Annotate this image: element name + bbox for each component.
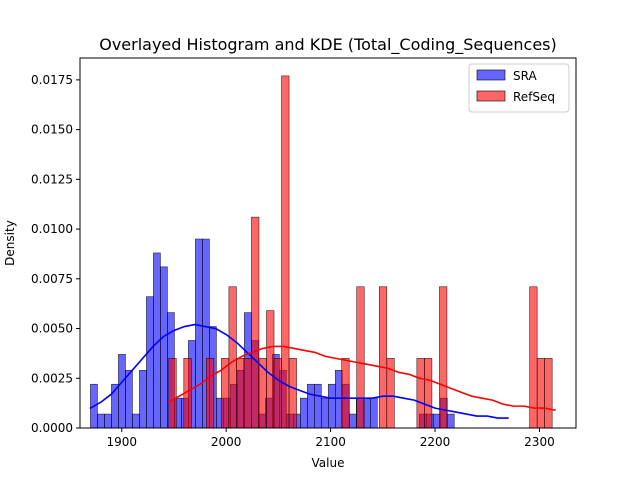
y-tick-label: 0.0000 <box>31 421 73 435</box>
legend-swatch-refseq <box>476 90 506 102</box>
sra-bar <box>139 370 147 429</box>
y-axis-label: Density <box>3 220 17 266</box>
plot-frame <box>79 57 577 429</box>
refseq-bar <box>536 358 545 429</box>
refseq-bar <box>356 286 365 429</box>
sra-bar <box>328 383 336 429</box>
y-tick-label: 0.0025 <box>31 371 73 385</box>
sra-bar <box>125 370 133 429</box>
refseq-bar <box>424 358 433 429</box>
refseq-bar <box>544 358 553 429</box>
y-axis: 0.0000 0.0025 0.0050 0.0075 0.0100 0.0125 0.01… <box>31 73 80 435</box>
refseq-bar <box>288 358 297 429</box>
sra-bar <box>369 397 378 429</box>
refseq-bar <box>439 286 448 429</box>
refseq-bars <box>168 75 553 429</box>
refseq-bar <box>251 216 260 429</box>
sra-bar <box>160 266 168 429</box>
refseq-bar <box>416 358 425 429</box>
sra-bar <box>195 238 203 429</box>
legend: SRA RefSeq <box>468 63 570 113</box>
x-tick-label: 2300 <box>524 435 555 449</box>
refseq-bar <box>341 358 350 429</box>
x-tick-label: 2000 <box>211 435 242 449</box>
refseq-bar <box>378 286 388 429</box>
sra-bar <box>314 383 322 429</box>
legend-swatch-sra <box>476 69 506 81</box>
sra-kde-line <box>89 323 509 419</box>
sra-bar <box>300 397 308 429</box>
sra-bar <box>321 397 329 429</box>
sra-bar <box>104 413 112 429</box>
sra-bar <box>348 413 357 429</box>
refseq-bar <box>281 75 290 429</box>
kde-lines <box>89 323 556 419</box>
y-tick-label: 0.0175 <box>31 73 73 87</box>
refseq-bar <box>206 358 215 429</box>
legend-label-refseq: RefSeq <box>513 90 555 104</box>
sra-bar <box>307 383 315 429</box>
sra-bar <box>118 354 126 429</box>
x-tick-label: 1900 <box>106 435 137 449</box>
refseq-bar <box>243 358 252 429</box>
sra-bar <box>335 370 343 429</box>
y-tick-label: 0.0100 <box>31 222 73 236</box>
refseq-bar <box>168 358 177 429</box>
y-tick-label: 0.0075 <box>31 272 73 286</box>
x-tick-label: 2100 <box>315 435 346 449</box>
y-tick-label: 0.0150 <box>31 123 73 137</box>
chart-title: Overlayed Histogram and KDE (Total_Codin… <box>99 35 557 55</box>
refseq-bar <box>228 286 237 429</box>
refseq-bar <box>236 358 245 429</box>
x-tick-label: 2200 <box>420 435 451 449</box>
sra-bar <box>132 413 140 429</box>
refseq-bar <box>266 310 275 429</box>
y-tick-label: 0.0050 <box>31 322 73 336</box>
y-tick-label: 0.0125 <box>31 172 73 186</box>
sra-bar <box>146 296 154 429</box>
sra-bar <box>97 413 105 429</box>
sra-bar <box>446 413 455 429</box>
x-axis-label: Value <box>312 456 345 470</box>
legend-label-sra: SRA <box>513 69 537 83</box>
x-axis: 1900 2000 2100 2200 2300 <box>106 428 555 449</box>
refseq-bar <box>273 358 282 429</box>
refseq-kde-line <box>167 345 556 411</box>
